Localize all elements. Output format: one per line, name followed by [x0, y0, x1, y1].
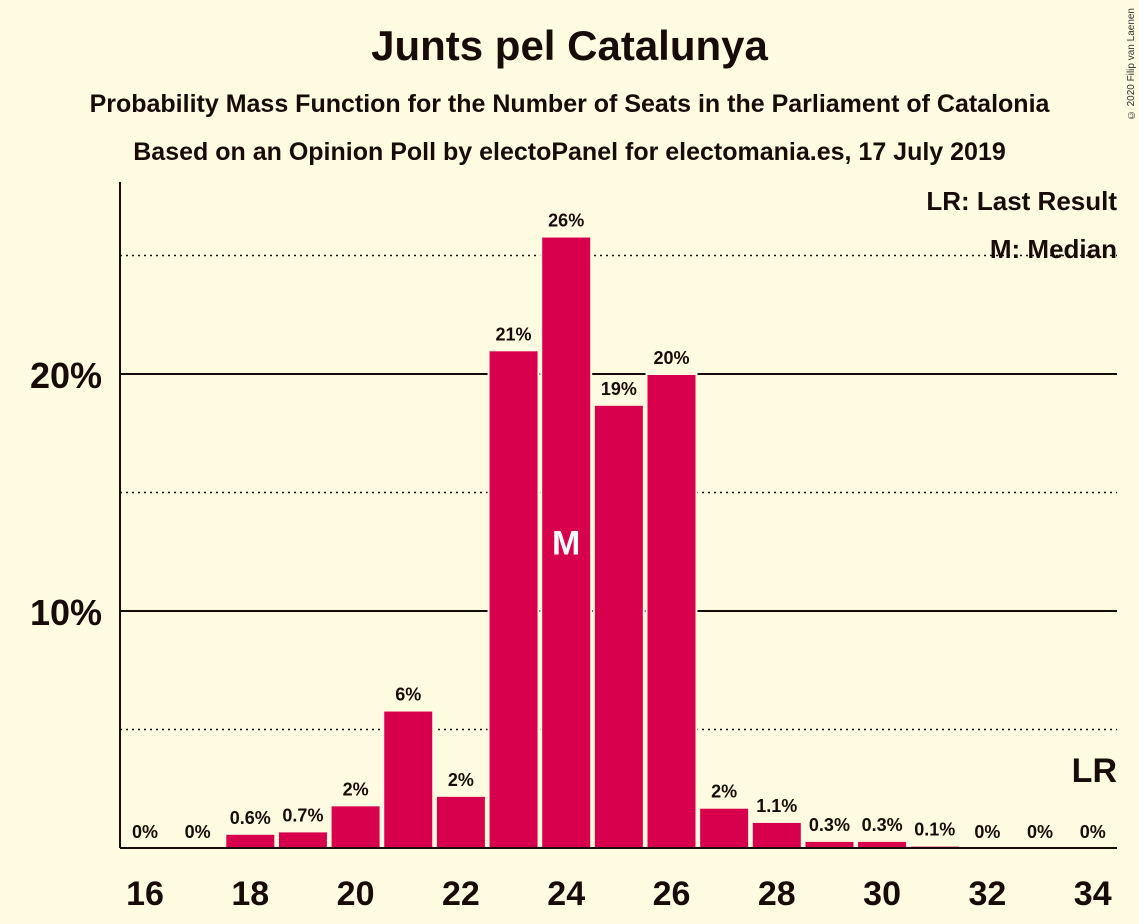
bar-label-32: 0% — [974, 822, 1000, 842]
x-tick-label: 30 — [863, 875, 901, 913]
bar-18 — [224, 832, 277, 850]
axes: 16 18 20 22 24 26 28 30 32 34 10% 20% — [30, 182, 1117, 913]
x-tick-label: 26 — [653, 875, 691, 913]
bar-30 — [856, 839, 909, 850]
bar-22 — [434, 794, 487, 849]
bar-27 — [698, 806, 751, 850]
x-tick-label: 32 — [968, 875, 1006, 913]
x-tick-label: 22 — [442, 875, 480, 913]
bar-28 — [750, 820, 803, 849]
bar-label-28: 1.1% — [756, 796, 797, 816]
bar-25 — [592, 403, 645, 849]
bar-label-33: 0% — [1027, 822, 1053, 842]
bar-label-21: 6% — [395, 685, 421, 705]
bar-label-30: 0.3% — [862, 815, 903, 835]
bar-label-17: 0% — [185, 822, 211, 842]
bar-value-labels: 0% 0% 0.6% 0.7% 2% 6% 2% 21% 26% 19% 20% 2% 1.1% 0.3%… — [132, 211, 1117, 842]
bar-20 — [329, 804, 382, 850]
bar-21 — [382, 709, 435, 849]
chart-title: Junts pel Catalunya — [371, 22, 768, 69]
bar-29 — [803, 839, 856, 850]
y-tick-label: 20% — [30, 355, 102, 396]
bar-label-25: 19% — [601, 379, 637, 399]
y-tick-label: 10% — [30, 592, 102, 633]
bar-label-16: 0% — [132, 822, 158, 842]
bar-19 — [276, 830, 329, 849]
bar-label-34: 0% — [1080, 822, 1106, 842]
bar-label-29: 0.3% — [809, 815, 850, 835]
bar-label-27: 2% — [711, 782, 737, 802]
bar-label-22: 2% — [448, 770, 474, 790]
last-result-marker: LR — [1072, 752, 1117, 790]
chart-source: Based on an Opinion Poll by electoPanel … — [133, 138, 1006, 166]
bars — [224, 235, 961, 850]
x-tick-label: 18 — [231, 875, 269, 913]
bar-26 — [645, 373, 698, 849]
bar-label-26: 20% — [653, 348, 689, 368]
legend-median: M: Median — [990, 234, 1117, 264]
bar-23 — [487, 349, 540, 849]
median-marker: M — [552, 524, 580, 562]
x-tick-label: 20 — [337, 875, 375, 913]
x-tick-label: 28 — [758, 875, 796, 913]
bar-label-31: 0.1% — [914, 820, 955, 840]
x-tick-label: 24 — [547, 875, 585, 913]
legend-last-result: LR: Last Result — [926, 186, 1117, 216]
chart-subtitle: Probability Mass Function for the Number… — [89, 90, 1050, 118]
bar-24 — [540, 235, 593, 850]
bar-label-18: 0.6% — [230, 808, 271, 828]
bar-label-20: 2% — [343, 779, 369, 799]
bar-label-19: 0.7% — [282, 805, 323, 825]
x-tick-label: 34 — [1074, 875, 1112, 913]
bar-label-24: 26% — [548, 211, 584, 231]
bar-label-23: 21% — [496, 324, 532, 344]
x-tick-label: 16 — [126, 875, 164, 913]
